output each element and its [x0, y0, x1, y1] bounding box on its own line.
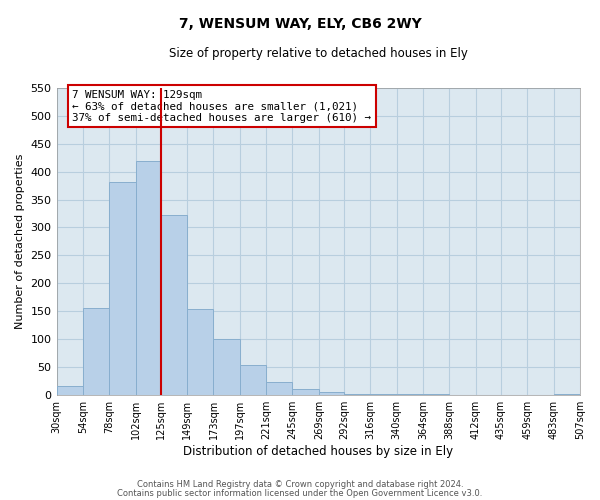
Text: Contains HM Land Registry data © Crown copyright and database right 2024.: Contains HM Land Registry data © Crown c… [137, 480, 463, 489]
Bar [187, 310, 214, 394]
Bar [292, 389, 319, 394]
Title: Size of property relative to detached houses in Ely: Size of property relative to detached ho… [169, 48, 468, 60]
Bar [83, 308, 109, 394]
Bar [161, 215, 187, 394]
Bar [109, 182, 136, 394]
Text: 7 WENSUM WAY: 129sqm
← 63% of detached houses are smaller (1,021)
37% of semi-de: 7 WENSUM WAY: 129sqm ← 63% of detached h… [72, 90, 371, 123]
Bar [214, 339, 240, 394]
Text: Contains public sector information licensed under the Open Government Licence v3: Contains public sector information licen… [118, 488, 482, 498]
Bar [56, 386, 83, 394]
Bar [240, 364, 266, 394]
Bar [136, 160, 161, 394]
Bar [266, 382, 292, 394]
Text: 7, WENSUM WAY, ELY, CB6 2WY: 7, WENSUM WAY, ELY, CB6 2WY [179, 18, 421, 32]
X-axis label: Distribution of detached houses by size in Ely: Distribution of detached houses by size … [183, 444, 454, 458]
Y-axis label: Number of detached properties: Number of detached properties [15, 154, 25, 329]
Bar [319, 392, 344, 394]
